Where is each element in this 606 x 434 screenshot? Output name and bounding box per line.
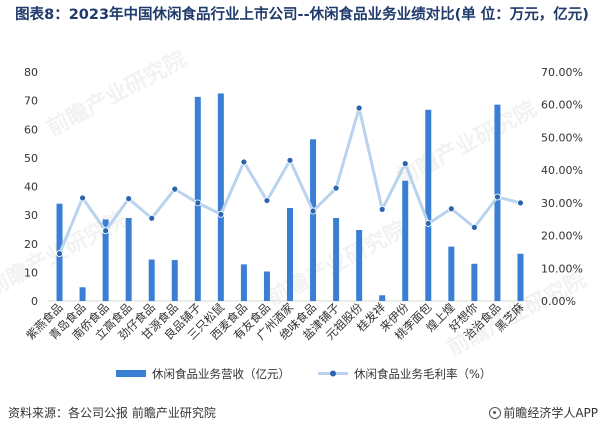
y-right-tick-label: 20.00% [541, 230, 583, 243]
bar-桃李面包 [425, 109, 432, 301]
margin-point-煌上煌 [447, 205, 455, 213]
bar-来伊份 [402, 180, 409, 301]
margin-point-黑芝麻 [517, 199, 524, 207]
y-left-tick-label: 40 [24, 181, 38, 194]
brand-logo-icon [489, 407, 502, 419]
y-left-tick-label: 50 [24, 152, 38, 165]
y-left-tick-label: 20 [24, 238, 38, 251]
bar-煌上煌 [448, 246, 455, 301]
margin-point-甘源食品 [171, 185, 179, 193]
y-left-tick-label: 10 [24, 266, 38, 279]
y-right-tick-label: 60.00% [541, 99, 583, 112]
bar-三只松鼠 [217, 93, 224, 301]
y-right-tick-label: 40.00% [541, 164, 583, 177]
bar-series [56, 93, 524, 301]
margin-point-青岛食品 [79, 194, 86, 202]
margin-point-桂发祥 [378, 205, 386, 213]
bar-黑芝麻 [517, 253, 524, 301]
y-left-tick-label: 30 [24, 209, 38, 222]
margin-point-绝味食品 [309, 207, 317, 215]
legend: 休闲食品业务营收（亿元） 休闲食品业务毛利率（%） [116, 367, 491, 381]
margin-point-紫燕食品 [56, 250, 63, 257]
margin-point-有友食品 [263, 197, 271, 204]
brand-text: 前瞻经济学人APP [503, 406, 598, 420]
bar-绝味食品 [310, 139, 317, 301]
bar-西麦食品 [240, 264, 247, 301]
bar-劲仔食品 [148, 259, 155, 301]
y-right-tick-label: 50.00% [541, 131, 583, 144]
y-axis-right: 0.00% 10.00% 20.00% 30.00% 40.00% 50.00% 60.00… [541, 66, 583, 308]
margin-point-良品铺子 [194, 199, 202, 207]
margin-point-西麦食品 [240, 158, 248, 166]
bar-桂发祥 [379, 295, 386, 301]
margin-point-来伊份 [401, 160, 409, 168]
margin-point-劲仔食品 [148, 214, 156, 222]
bar-良品铺子 [194, 96, 201, 301]
watermark-text: 前瞻产业研究院 [43, 46, 191, 141]
y-left-tick-label: 60 [24, 123, 38, 136]
legend-line-label: 休闲食品业务毛利率（%） [354, 367, 491, 381]
margin-point-南侨食品 [102, 227, 110, 235]
y-left-tick-label: 0 [31, 295, 38, 308]
y-left-tick-label: 70 [24, 95, 38, 108]
margin-point-好想你 [470, 223, 478, 231]
y-left-tick-label: 80 [24, 66, 38, 79]
margin-point-立高食品 [125, 195, 133, 203]
bar-立高食品 [125, 217, 132, 301]
bar-青岛食品 [79, 287, 86, 301]
margin-point-元祖股份 [355, 104, 363, 112]
bar-有友食品 [263, 271, 270, 301]
margin-point-治治食品 [494, 193, 501, 201]
y-axis-left: 0 10 20 30 40 50 60 70 80 [24, 66, 38, 308]
brand-footer: 前瞻经济学人APP [489, 404, 598, 421]
legend-bar-label: 休闲食品业务营收（亿元） [152, 367, 290, 381]
y-right-tick-label: 30.00% [541, 197, 583, 210]
source-note: 资料来源：各公司公报 前瞻产业研究院 [8, 406, 216, 420]
margin-point-桃李面包 [424, 220, 432, 227]
legend-bar-swatch [116, 370, 146, 377]
bar-南侨食品 [102, 219, 109, 301]
y-right-tick-label: 10.00% [541, 262, 583, 275]
margin-point-三只松鼠 [217, 210, 225, 218]
y-right-tick-label: 70.00% [541, 66, 583, 79]
bar-元祖股份 [356, 230, 363, 301]
bar-好想你 [471, 263, 478, 301]
margin-point-广州酒家 [286, 156, 294, 164]
y-right-tick-label: 0.00% [541, 295, 576, 308]
legend-line-marker [330, 370, 336, 377]
line-series [56, 104, 524, 257]
bar-治治食品 [494, 104, 501, 301]
bar-广州酒家 [287, 207, 293, 301]
watermark-text: 前瞻产业研究院 [393, 96, 541, 191]
chart-title: 图表8：2023年中国休闲食品行业上市公司--休闲食品业务业绩对比(单 位：万元… [15, 7, 589, 23]
margin-point-盐津铺子 [332, 184, 340, 192]
bar-甘源食品 [171, 260, 178, 301]
bar-盐津铺子 [333, 217, 340, 301]
